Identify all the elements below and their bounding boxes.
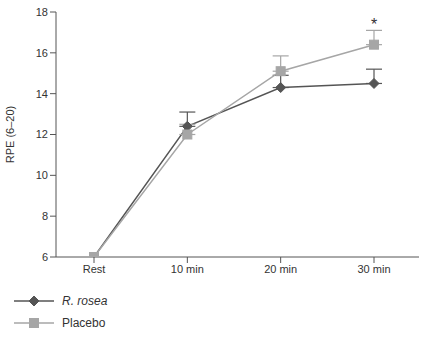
svg-text:*: * xyxy=(371,16,377,33)
svg-text:20 min: 20 min xyxy=(264,263,297,275)
svg-text:10: 10 xyxy=(36,169,48,181)
svg-text:10 min: 10 min xyxy=(171,263,204,275)
html-text:R. rosea: R. rosea xyxy=(62,294,108,308)
svg-text:RPE (6–20): RPE (6–20) xyxy=(8,106,16,163)
svg-text:30 min: 30 min xyxy=(357,263,390,275)
html-text:Placebo: Placebo xyxy=(62,316,106,330)
svg-text:6: 6 xyxy=(42,251,48,263)
svg-text:18: 18 xyxy=(36,6,48,18)
svg-text:16: 16 xyxy=(36,47,48,59)
svg-text:12: 12 xyxy=(36,128,48,140)
svg-text:8: 8 xyxy=(42,210,48,222)
svg-text:14: 14 xyxy=(36,88,48,100)
svg-text:Rest: Rest xyxy=(83,263,106,275)
